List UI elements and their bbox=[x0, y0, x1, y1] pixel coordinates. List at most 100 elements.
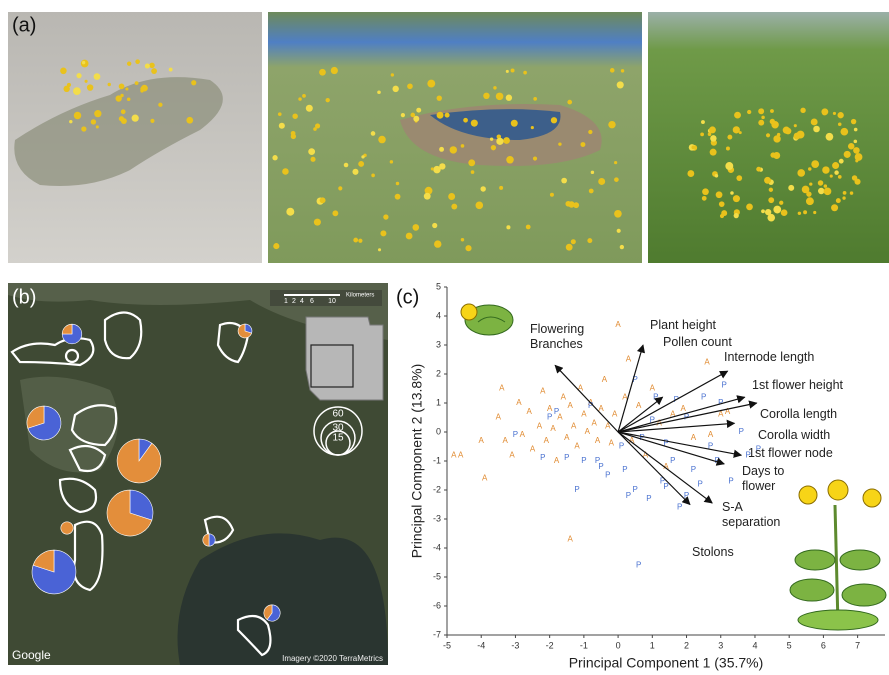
x-tick-label: 0 bbox=[616, 640, 621, 650]
flower-dot bbox=[94, 110, 101, 117]
flower-dot bbox=[798, 212, 801, 215]
flower-dot bbox=[471, 120, 478, 127]
flower-dot bbox=[451, 204, 457, 210]
flower-dot bbox=[291, 131, 296, 136]
flower-dot bbox=[76, 73, 81, 78]
map-imagery: Imagery ©2020 TerraMetrics bbox=[282, 654, 383, 663]
flower-dot bbox=[302, 94, 306, 98]
loading-label: Corolla width bbox=[758, 428, 830, 443]
point: A bbox=[516, 398, 522, 407]
point: A bbox=[520, 430, 526, 439]
point: A bbox=[585, 427, 591, 436]
flower-dot bbox=[761, 209, 765, 213]
scale-unit: Kilometers bbox=[346, 293, 374, 299]
flower-dot bbox=[424, 193, 431, 200]
flower-dot bbox=[770, 152, 775, 157]
flower-dot bbox=[831, 204, 838, 211]
point: P bbox=[626, 491, 631, 500]
flower-dot bbox=[854, 179, 860, 185]
scale-label: 10 bbox=[328, 298, 336, 305]
flower-dot bbox=[836, 198, 841, 203]
point: A bbox=[479, 436, 485, 445]
flower-dot bbox=[826, 133, 834, 141]
x-axis-label: Principal Component 1 (35.7%) bbox=[569, 655, 764, 671]
flower-dot bbox=[511, 120, 518, 127]
flower-dot bbox=[733, 126, 740, 133]
flower-dot bbox=[434, 240, 441, 247]
flower-dot bbox=[797, 131, 805, 139]
flower-dot bbox=[794, 124, 797, 127]
flower-dot bbox=[768, 197, 774, 203]
flower-dot bbox=[839, 159, 844, 164]
loading-label: Flowering Branches bbox=[530, 322, 600, 352]
flower-dot bbox=[716, 191, 723, 198]
point: P bbox=[540, 453, 545, 462]
loading-label: Corolla length bbox=[760, 407, 837, 422]
point: P bbox=[677, 503, 682, 512]
flower-dot bbox=[588, 130, 592, 134]
flower-dot bbox=[811, 119, 818, 126]
point: A bbox=[509, 450, 515, 459]
flower-dot bbox=[821, 108, 828, 115]
flower-dot bbox=[761, 116, 765, 120]
flower-dot bbox=[145, 64, 150, 69]
pie-slice bbox=[61, 522, 73, 534]
flower-dot bbox=[496, 93, 504, 101]
point: A bbox=[626, 355, 632, 364]
point: P bbox=[653, 392, 658, 401]
flower-dot bbox=[119, 84, 125, 90]
flower-dot bbox=[808, 167, 811, 170]
flower-dot bbox=[769, 188, 773, 192]
point: A bbox=[544, 436, 550, 445]
y-tick-label: 5 bbox=[436, 281, 441, 291]
y-tick-label: -1 bbox=[433, 455, 441, 465]
flower-dot bbox=[81, 126, 86, 131]
point: A bbox=[605, 421, 611, 430]
map-attribution: Google bbox=[12, 648, 51, 662]
loading-label: Stolons bbox=[692, 545, 734, 560]
flower-dot bbox=[463, 118, 468, 123]
flower-dot bbox=[319, 69, 326, 76]
point: A bbox=[636, 401, 642, 410]
point: P bbox=[633, 485, 638, 494]
flower-dot bbox=[614, 210, 622, 218]
flower-dot bbox=[314, 219, 321, 226]
flower-dot bbox=[803, 210, 807, 214]
x-tick-label: 6 bbox=[821, 640, 826, 650]
loading-label: Pollen count bbox=[663, 335, 732, 350]
flower-dot bbox=[721, 210, 727, 216]
y-tick-label: -7 bbox=[433, 629, 441, 639]
flower-dot bbox=[830, 175, 833, 178]
flower-dot bbox=[67, 83, 71, 87]
flower-dot bbox=[511, 69, 515, 73]
point: P bbox=[605, 471, 610, 480]
flower-dot bbox=[320, 197, 326, 203]
flower-dot bbox=[461, 144, 465, 148]
flower-dot bbox=[779, 201, 783, 205]
point: A bbox=[564, 433, 570, 442]
flower-dot bbox=[437, 95, 442, 100]
flower-dot bbox=[392, 86, 398, 92]
point: A bbox=[581, 410, 587, 419]
flower-dot bbox=[483, 93, 489, 99]
flower-dot bbox=[708, 132, 712, 136]
flower-dot bbox=[461, 238, 464, 241]
point: A bbox=[609, 439, 615, 448]
flower-dot bbox=[824, 189, 827, 192]
flower-dot bbox=[338, 186, 342, 190]
flower-dot bbox=[121, 118, 127, 124]
point: P bbox=[574, 485, 579, 494]
flower-dot bbox=[788, 185, 794, 191]
point: A bbox=[612, 410, 618, 419]
flower-dot bbox=[855, 159, 858, 162]
point: P bbox=[598, 462, 603, 471]
size-legend-label: 15 bbox=[332, 433, 344, 444]
flower-dot bbox=[279, 123, 285, 129]
point: A bbox=[602, 375, 608, 384]
flower-dot bbox=[608, 121, 615, 128]
loading-arrow bbox=[618, 432, 741, 455]
flower-dot bbox=[413, 116, 419, 122]
y-tick-label: -4 bbox=[433, 542, 441, 552]
flower-dot bbox=[617, 81, 624, 88]
point: P bbox=[581, 456, 586, 465]
